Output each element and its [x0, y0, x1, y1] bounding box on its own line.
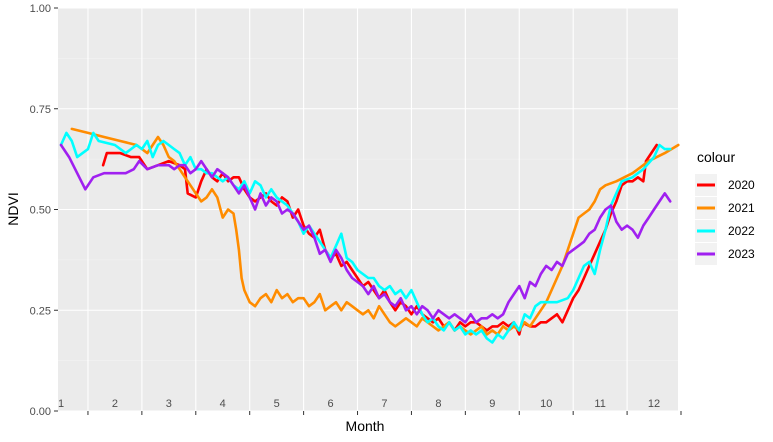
y-tick-label: 0.50: [30, 205, 51, 217]
month-label: 4: [220, 398, 226, 410]
legend-label-2022: 2022: [728, 224, 755, 238]
month-label: 10: [540, 398, 552, 410]
month-label: 5: [274, 398, 280, 410]
legend: colour 2020 2021 2022 2023: [695, 149, 755, 265]
y-tick-label: 1.00: [30, 3, 51, 15]
month-label: 12: [648, 398, 660, 410]
month-label: 1: [58, 398, 64, 410]
y-tick-label: 0.00: [30, 406, 51, 418]
series-line-2023: [59, 143, 672, 324]
month-label: 8: [435, 398, 441, 410]
y-axis-title: NDVI: [5, 192, 21, 225]
y-tick-label: 0.25: [30, 305, 51, 317]
legend-label-2023: 2023: [728, 247, 755, 261]
grid-lines: [58, 7, 682, 412]
series-lines: [59, 127, 680, 344]
x-axis: [87, 411, 682, 415]
month-label: 2: [112, 398, 118, 410]
series-line-2022: [59, 131, 672, 344]
legend-title: colour: [697, 149, 735, 165]
month-label: 3: [166, 398, 172, 410]
y-tick-label: 0.75: [30, 104, 51, 116]
month-label: 11: [594, 398, 605, 410]
month-label: 6: [328, 398, 334, 410]
x-axis-title: Month: [346, 418, 385, 434]
month-label: 7: [381, 398, 387, 410]
legend-label-2020: 2020: [728, 178, 755, 192]
legend-label-2021: 2021: [728, 201, 755, 215]
series-line-2021: [70, 127, 680, 336]
month-labels: 1 2 3 4 5 6 7 8 9 10 11 12: [58, 398, 660, 410]
y-axis: 0.00 0.25 0.50 0.75 1.00: [30, 3, 58, 418]
month-label: 9: [489, 398, 495, 410]
